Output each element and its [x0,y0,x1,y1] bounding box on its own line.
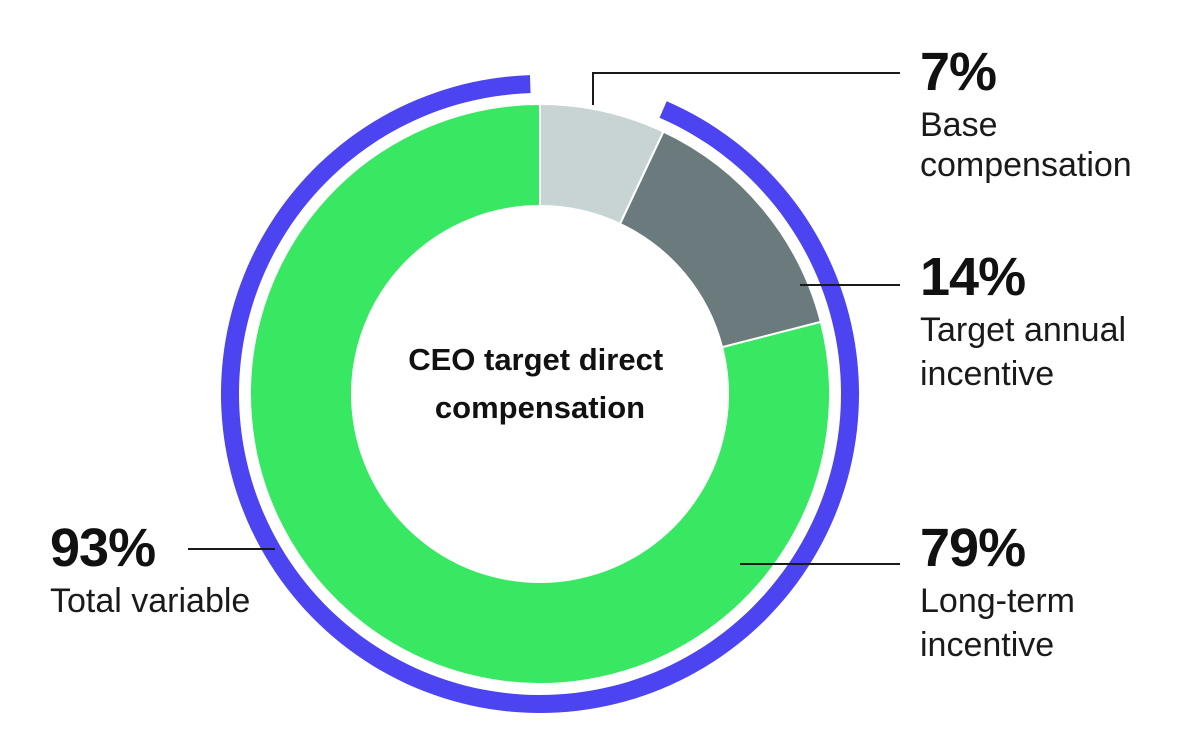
target-annual-incentive-label-line-2: incentive [920,355,1054,393]
base-compensation-leader-line [592,72,900,105]
center-title-line-2: compensation [435,390,645,425]
long-term-incentive-percent-label: 79% [920,518,1025,578]
base-compensation-label-line-1: Base [920,106,998,144]
target-annual-incentive-label-line-1: Target annual [920,311,1126,349]
long-term-incentive-slice [249,102,831,685]
center-title: CEO target direct compensation [408,342,672,425]
base-compensation-percent-label: 7% [920,42,996,102]
total-variable-label: Total variable [50,582,250,620]
center-title-line-1: CEO target direct [408,342,663,377]
long-term-incentive-label-line-2: incentive [920,626,1054,664]
base-compensation-label-line-2: compensation [920,146,1132,184]
donut-slices [249,102,831,685]
leader-lines [188,72,900,565]
target-annual-incentive-percent-label: 14% [920,247,1025,307]
total-variable-percent-label: 93% [50,518,155,578]
long-term-incentive-label-line-1: Long-term [920,582,1075,620]
target-annual-incentive-slice [618,130,823,349]
